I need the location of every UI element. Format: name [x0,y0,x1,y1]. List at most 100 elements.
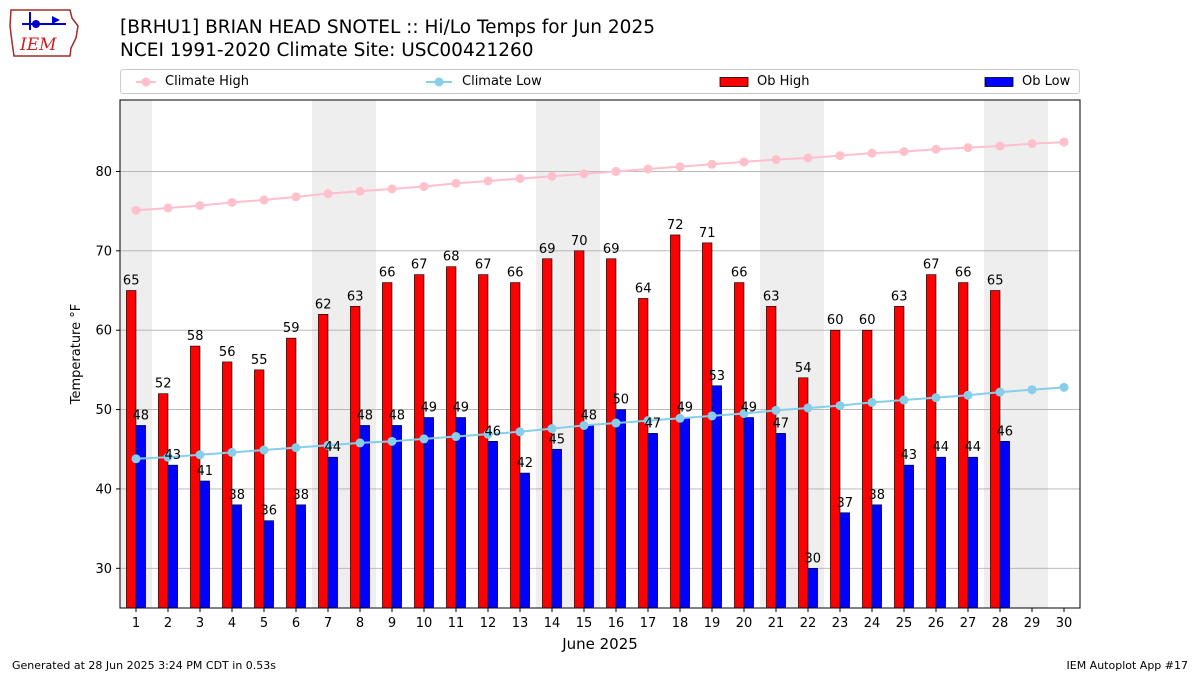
ob-high-label-25: 63 [891,289,908,304]
ob-low-bar-16 [615,409,626,609]
ob-high-label-28: 65 [987,274,1004,289]
x-tick-label-6: 6 [292,616,300,631]
y-axis-label: Temperature °F [69,304,84,405]
ob-high-label-12: 67 [475,258,492,273]
x-tick-label-13: 13 [512,616,529,631]
climate-high-point-26 [931,144,941,154]
generated-note: Generated at 28 Jun 2025 3:24 PM CDT in … [12,659,277,672]
ob-low-bar-12 [487,441,498,609]
climate-high-point-28 [995,141,1005,151]
y-tick-label-60: 60 [95,324,112,339]
ob-low-bar-22 [807,568,818,609]
ob-low-bar-11 [455,417,466,609]
ob-low-bar-13 [519,472,530,609]
x-axis-label: June 2025 [561,635,638,653]
legend-climate-low: Climate Low [424,70,542,93]
climate-low-point-8 [355,438,365,448]
ob-high-label-9: 66 [379,266,396,281]
ob-high-bar-1 [126,290,137,609]
ob-low-label-16: 50 [613,393,630,408]
ob-high-swatch [719,76,749,87]
x-tick-label-3: 3 [196,616,204,631]
ob-low-label-17: 47 [645,416,662,431]
ob-high-label-20: 66 [731,266,748,281]
ob-high-bar-22 [798,377,809,609]
ob-low-label-3: 41 [197,464,214,479]
ob-low-label-12: 46 [485,424,502,439]
climate-low-point-6 [291,443,301,453]
ob-high-label-2: 52 [155,377,172,392]
ob-low-bar-28 [999,441,1010,609]
legend-ob-low: Ob Low [984,70,1070,93]
ob-high-label-10: 67 [411,258,428,273]
climate-low-point-28 [995,387,1005,397]
bar-value-labels: 65 48 52 43 58 41 56 38 55 36 59 38 62 44 63 48 66 48 67 49… [123,218,1013,566]
ob-high-bar-12 [478,274,489,609]
ob-high-label-3: 58 [187,329,204,344]
climate-low-point-22 [803,403,813,413]
ob-low-bar-26 [935,456,946,609]
ob-high-bar-17 [638,298,649,609]
climate-low-point-10 [419,434,429,444]
ob-low-bar-18 [679,417,690,609]
climate-low-point-12 [483,429,493,439]
climate-low-point-1 [131,454,141,464]
x-tick-label-25: 25 [896,616,913,631]
ob-low-bar-15 [583,425,594,609]
ob-low-bar-14 [551,448,562,609]
climate-high-point-24 [867,148,877,158]
legend-climate-high: Climate High [135,70,249,93]
climate-high-point-18 [675,162,685,172]
chart-subtitle: NCEI 1991-2020 Climate Site: USC00421260 [120,40,534,61]
ob-high-bar-20 [734,282,745,609]
x-tick-label-26: 26 [928,616,945,631]
climate-high-line [135,141,1065,212]
ob-low-label-13: 42 [517,456,534,471]
legend-climate-low-label: Climate Low [462,74,542,89]
climate-high-point-11 [451,178,461,188]
ob-high-bar-19 [702,242,713,609]
ob-high-bar-5 [254,369,265,609]
legend: Climate High Climate Low Ob High Ob Low [120,69,1080,94]
y-tick-label-70: 70 [95,244,112,259]
x-tick-label-11: 11 [448,616,465,631]
ob-low-label-5: 36 [261,504,278,519]
ob-high-label-15: 70 [571,234,588,249]
climate-low-line [135,386,1065,460]
ob-high-bar-8 [350,306,361,609]
climate-high-point-12 [483,176,493,186]
station-vane [52,16,60,24]
ob-high-bar-28 [990,290,1001,609]
climate-high-point-14 [547,171,557,181]
ob-high-bar-21 [766,306,777,609]
ob-low-bar-23 [839,512,850,609]
ob-high-label-17: 64 [635,281,652,296]
ob-high-bar-2 [158,393,169,609]
ob-high-bar-13 [510,282,521,609]
x-tick-label-7: 7 [324,616,332,631]
ob-low-label-21: 47 [773,416,790,431]
climate-high-point-5 [259,195,269,205]
ob-low-bar-5 [263,520,274,609]
x-tick-label-1: 1 [132,616,140,631]
station-sensor [32,20,40,28]
ob-low-label-26: 44 [933,440,950,455]
ob-low-label-4: 38 [229,488,246,503]
climate-high-point-7 [323,189,333,199]
ob-high-label-5: 55 [251,353,268,368]
ob-high-label-8: 63 [347,289,364,304]
ob-low-bar-7 [327,456,338,609]
climate-high-point-21 [771,155,781,165]
ob-low-label-24: 38 [869,488,886,503]
plot-frame [119,99,1081,609]
climate-low-point-23 [835,401,845,411]
y-gridlines [120,171,1080,569]
ob-low-label-9: 48 [389,408,406,423]
ob-high-label-4: 56 [219,345,236,360]
ob-low-label-15: 48 [581,408,598,423]
climate-low-point-21 [771,405,781,415]
ob-low-bar-4 [231,504,242,609]
climate-high-point-1 [131,205,141,215]
climate-low-point-29 [1027,385,1037,395]
